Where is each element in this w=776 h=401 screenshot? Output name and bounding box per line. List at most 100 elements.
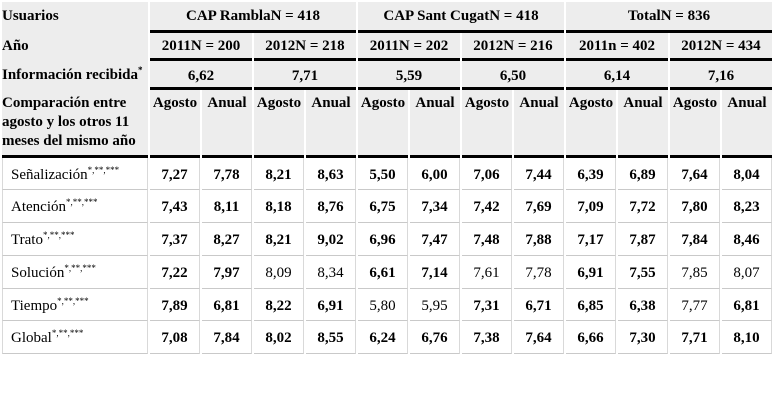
value-cell: 7,31 <box>462 288 512 322</box>
value-cell: 7,71 <box>670 321 720 354</box>
subcol-header: Anual <box>410 90 460 158</box>
table-row-trato: Trato*,**,*** 7,37 8,27 8,21 9,02 6,96 7… <box>2 223 772 256</box>
value-cell: 7,27 <box>150 157 200 191</box>
header-year: 2012N = 434 <box>670 32 772 61</box>
value-cell: 6,24 <box>358 321 408 354</box>
results-table: Usuarios CAP RamblaN = 418 CAP Sant Cuga… <box>0 2 774 354</box>
value-cell: 7,34 <box>410 190 460 223</box>
value-cell: 7,84 <box>670 223 720 256</box>
header-year: 2011n = 402 <box>566 32 668 61</box>
subcol-header: Agosto <box>150 90 200 158</box>
value-cell: 7,43 <box>150 190 200 223</box>
value-cell: 6,66 <box>566 321 616 354</box>
value-cell: 8,21 <box>254 223 304 256</box>
value-cell: 6,81 <box>202 288 252 322</box>
value-cell: 8,63 <box>306 157 356 191</box>
subcol-header: Anual <box>722 90 772 158</box>
subcol-header: Anual <box>618 90 668 158</box>
value-cell: 7,44 <box>514 157 564 191</box>
row-label-text: Trato <box>11 232 43 248</box>
subcol-header: Anual <box>202 90 252 158</box>
value-cell: 7,64 <box>670 157 720 191</box>
value-cell: 7,87 <box>618 223 668 256</box>
info-value: 7,71 <box>254 60 356 91</box>
value-cell: 8,09 <box>254 255 304 289</box>
subcol-header: Agosto <box>358 90 408 158</box>
value-cell: 7,48 <box>462 223 512 256</box>
value-cell: 7,14 <box>410 255 460 289</box>
value-cell: 5,95 <box>410 288 460 322</box>
value-cell: 7,78 <box>202 157 252 191</box>
info-value: 5,59 <box>358 60 460 91</box>
header-ano-label: Año <box>2 32 148 61</box>
subcol-header: Agosto <box>462 90 512 158</box>
value-cell: 6,91 <box>566 255 616 289</box>
value-cell: 7,42 <box>462 190 512 223</box>
value-cell: 7,97 <box>202 255 252 289</box>
value-cell: 7,84 <box>202 321 252 354</box>
header-year: 2012N = 218 <box>254 32 356 61</box>
value-cell: 7,85 <box>670 255 720 289</box>
value-cell: 8,55 <box>306 321 356 354</box>
info-value: 6,14 <box>566 60 668 91</box>
value-cell: 6,76 <box>410 321 460 354</box>
value-cell: 8,21 <box>254 157 304 191</box>
value-cell: 7,88 <box>514 223 564 256</box>
value-cell: 6,61 <box>358 255 408 289</box>
row-label: Atención*,**,*** <box>2 190 148 223</box>
header-usuarios-label: Usuarios <box>2 2 148 33</box>
significance-asterisks: *,**,*** <box>65 197 98 208</box>
header-comparacion-label: Comparación entre agosto y los otros 11 … <box>2 90 148 158</box>
subcol-header: Agosto <box>670 90 720 158</box>
row-label: Global*,**,*** <box>2 321 148 354</box>
row-label-text: Atención <box>11 199 66 216</box>
significance-asterisks: *,**,*** <box>42 230 75 240</box>
value-cell: 5,50 <box>358 157 408 191</box>
table-row-global: Global*,**,*** 7,08 7,84 8,02 8,55 6,24 … <box>2 321 772 354</box>
value-cell: 8,34 <box>306 255 356 289</box>
subcol-header: Agosto <box>566 90 616 158</box>
value-cell: 8,46 <box>722 223 772 256</box>
row-label-text: Solución <box>11 264 65 281</box>
row-label-text: Señalización <box>11 166 88 183</box>
info-label-text: Información recibida <box>2 66 138 83</box>
value-cell: 7,80 <box>670 190 720 223</box>
value-cell: 6,00 <box>410 157 460 191</box>
value-cell: 7,38 <box>462 321 512 354</box>
value-cell: 8,11 <box>202 190 252 223</box>
value-cell: 5,80 <box>358 288 408 322</box>
header-group-cap-sant-cugat: CAP Sant CugatN = 418 <box>358 2 564 33</box>
value-cell: 7,72 <box>618 190 668 223</box>
value-cell: 9,02 <box>306 223 356 256</box>
row-label: Trato*,**,*** <box>2 223 148 256</box>
significance-asterisks: *,**,*** <box>64 262 96 273</box>
value-cell: 8,76 <box>306 190 356 223</box>
value-cell: 7,17 <box>566 223 616 256</box>
table-row-senalizacion: Señalización*,**,*** 7,27 7,78 8,21 8,63… <box>2 157 772 191</box>
header-year: 2011N = 200 <box>150 32 252 61</box>
value-cell: 6,85 <box>566 288 616 322</box>
header-row-comparacion: Comparación entre agosto y los otros 11 … <box>2 90 772 158</box>
value-cell: 7,37 <box>150 223 200 256</box>
row-label-text: Global <box>11 330 52 347</box>
header-group-cap-rambla: CAP RamblaN = 418 <box>150 2 356 33</box>
value-cell: 7,47 <box>410 223 460 256</box>
subcol-header: Agosto <box>254 90 304 158</box>
table-row-atencion: Atención*,**,*** 7,43 8,11 8,18 8,76 6,7… <box>2 190 772 223</box>
header-year: 2011N = 202 <box>358 32 460 61</box>
value-cell: 7,78 <box>514 255 564 289</box>
significance-asterisks: *,**,*** <box>87 164 120 175</box>
header-info-label: Información recibida* <box>2 60 148 91</box>
row-label: Tiempo*,**,*** <box>2 288 148 322</box>
value-cell: 7,09 <box>566 190 616 223</box>
value-cell: 8,18 <box>254 190 304 223</box>
value-cell: 8,23 <box>722 190 772 223</box>
table-row-solucion: Solución*,**,*** 7,22 7,97 8,09 8,34 6,6… <box>2 255 772 289</box>
info-value: 7,16 <box>670 60 772 91</box>
value-cell: 6,96 <box>358 223 408 256</box>
value-cell: 6,38 <box>618 288 668 322</box>
header-row-usuarios: Usuarios CAP RamblaN = 418 CAP Sant Cuga… <box>2 2 772 33</box>
value-cell: 7,55 <box>618 255 668 289</box>
value-cell: 6,39 <box>566 157 616 191</box>
row-label: Señalización*,**,*** <box>2 157 148 191</box>
